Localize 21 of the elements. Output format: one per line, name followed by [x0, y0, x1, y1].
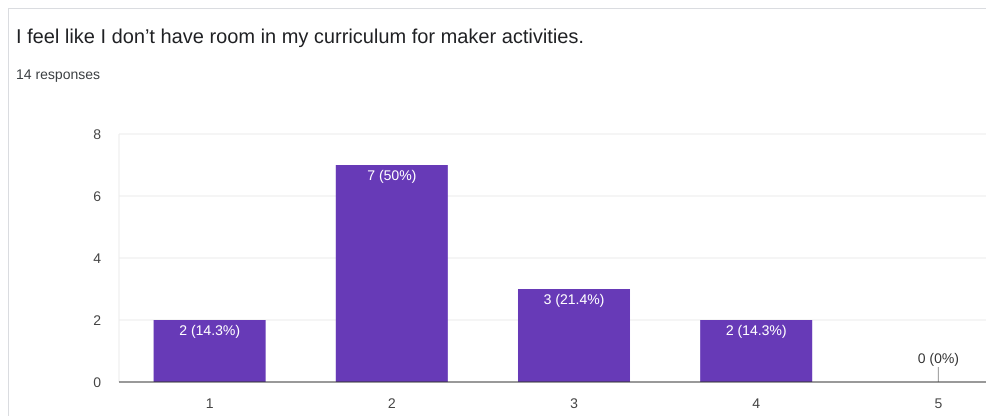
bar — [700, 320, 812, 382]
bar — [154, 320, 266, 382]
chart-subtitle: 14 responses — [16, 66, 100, 82]
y-tick-label: 2 — [93, 312, 102, 328]
bar — [336, 165, 448, 382]
data-label: 0 (0%) — [918, 350, 959, 366]
x-tick-label: 2 — [388, 395, 396, 411]
y-tick-label: 6 — [93, 188, 102, 204]
data-label: 2 (14.3%) — [726, 322, 787, 338]
data-label: 3 (21.4%) — [544, 291, 604, 307]
data-label: 7 (50%) — [367, 167, 416, 183]
x-tick-label: 5 — [934, 395, 942, 411]
chart-title: I feel like I don’t have room in my curriculum for maker activities. — [16, 26, 584, 48]
y-tick-label: 0 — [93, 374, 102, 390]
bar — [518, 289, 630, 382]
x-tick-label: 3 — [570, 395, 578, 411]
y-tick-label: 4 — [93, 250, 102, 266]
y-tick-label: 8 — [93, 126, 102, 142]
x-tick-label: 1 — [206, 395, 214, 411]
data-label: 2 (14.3%) — [179, 322, 240, 338]
x-tick-label: 4 — [752, 395, 760, 411]
